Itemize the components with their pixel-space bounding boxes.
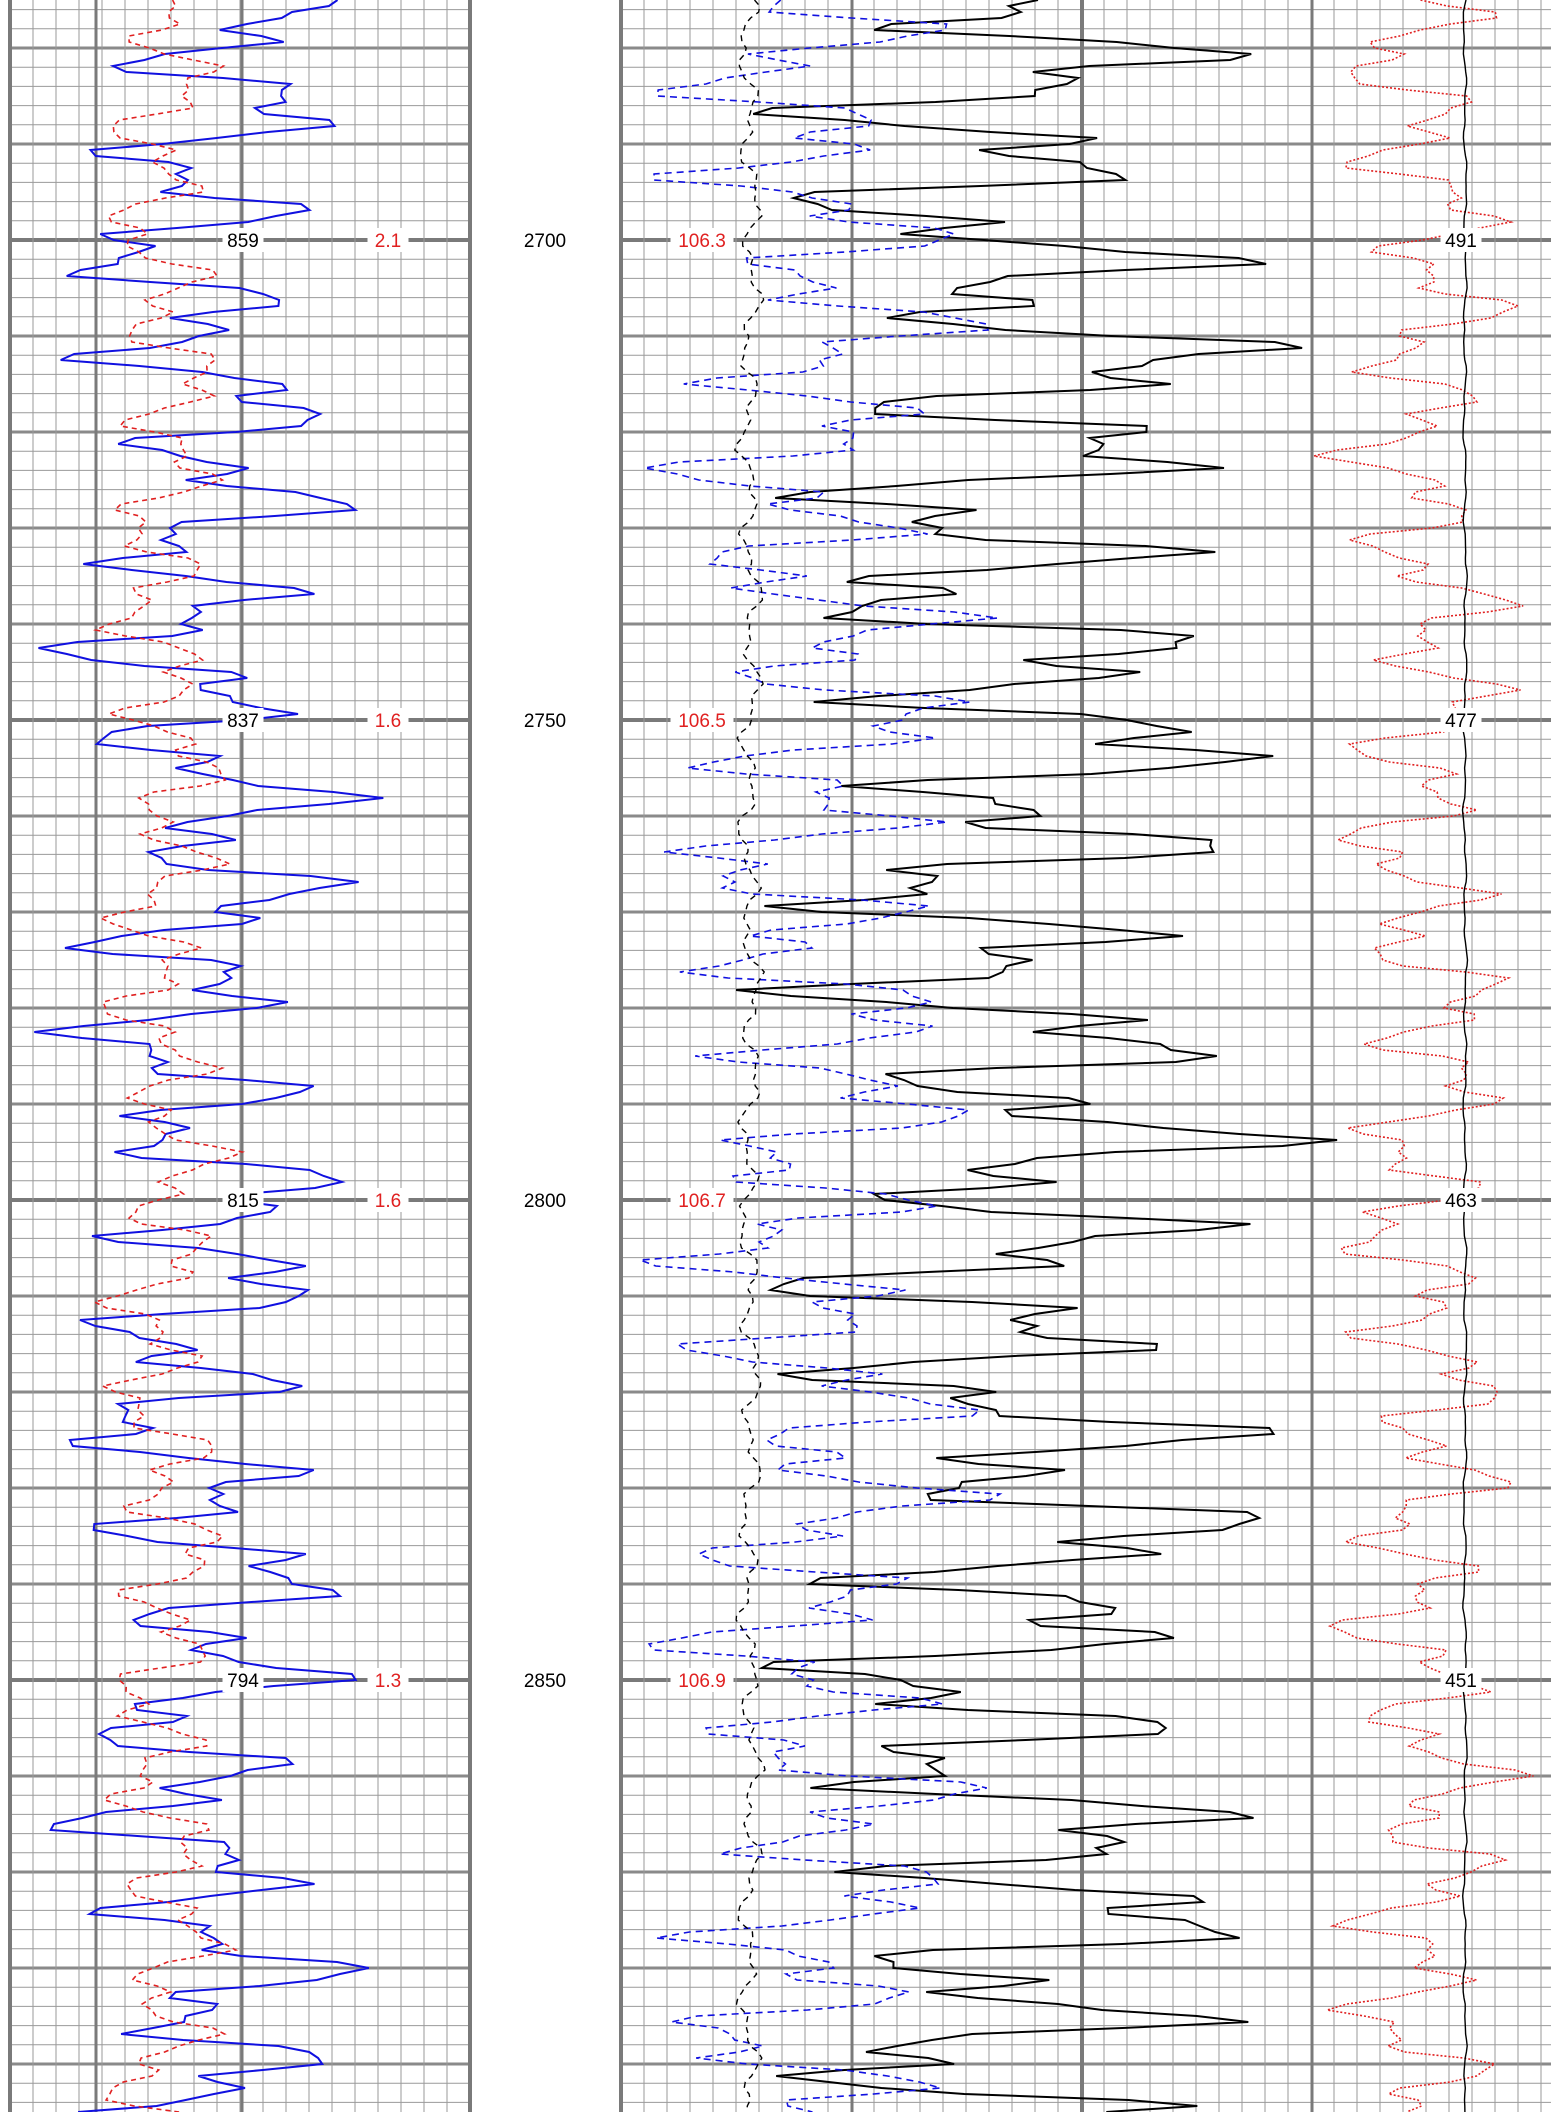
curve-track-2-2: [733, 0, 766, 2112]
curve-value-readout: 106.7: [678, 1191, 726, 1212]
readout-background: [222, 1668, 264, 1692]
curve-track-1-0: [34, 0, 384, 2112]
curve-value-readout: 463: [1445, 1191, 1477, 1212]
readout-background: [1440, 1668, 1482, 1692]
curve-value-readout: 451: [1445, 1671, 1477, 1692]
log-curves: [34, 0, 1534, 2112]
curve-track-2-0: [735, 0, 1338, 2112]
readout-background: [1440, 708, 1482, 732]
readout-background: [367, 1188, 409, 1212]
curve-value-readout: 477: [1445, 711, 1477, 732]
curve-value-readout: 106.5: [678, 711, 726, 732]
readout-background: [367, 228, 409, 252]
curve-value-readout: 1.6: [375, 1191, 401, 1212]
readout-background: [222, 228, 264, 252]
readout-background: [670, 708, 734, 732]
readout-background: [367, 1668, 409, 1692]
curve-value-readout: 859: [227, 231, 259, 252]
readout-background: [222, 1188, 264, 1212]
curve-track-1-1: [92, 0, 246, 2112]
depth-tick-label: 2800: [524, 1191, 566, 1212]
depth-tick-label: 2850: [524, 1671, 566, 1692]
curve-value-readout: 1.3: [375, 1671, 401, 1692]
curve-value-readout: 106.9: [678, 1671, 726, 1692]
readout-background: [222, 708, 264, 732]
curve-value-readout: 491: [1445, 231, 1477, 252]
curve-value-readout: 837: [227, 711, 259, 732]
chart-labels: 2700 2750 2800 2850 859 837 815 794 2.1 1.6 1.6 1.3…: [222, 228, 1482, 1692]
readout-background: [367, 708, 409, 732]
readout-background: [1440, 1188, 1482, 1212]
depth-tick-label: 2700: [524, 231, 566, 252]
readout-background: [670, 1188, 734, 1212]
curve-value-readout: 794: [227, 1671, 259, 1692]
readout-background: [1440, 228, 1482, 252]
curve-track-2-1: [639, 0, 1003, 2112]
curve-value-readout: 106.3: [678, 231, 726, 252]
curve-track-3-1: [1461, 0, 1469, 2112]
curve-value-readout: 815: [227, 1191, 259, 1212]
curve-value-readout: 1.6: [375, 711, 401, 732]
curve-value-readout: 2.1: [375, 231, 401, 252]
depth-tick-label: 2750: [524, 711, 566, 732]
readout-background: [670, 228, 734, 252]
readout-background: [670, 1668, 734, 1692]
chart-grid: [8, 0, 1551, 2112]
